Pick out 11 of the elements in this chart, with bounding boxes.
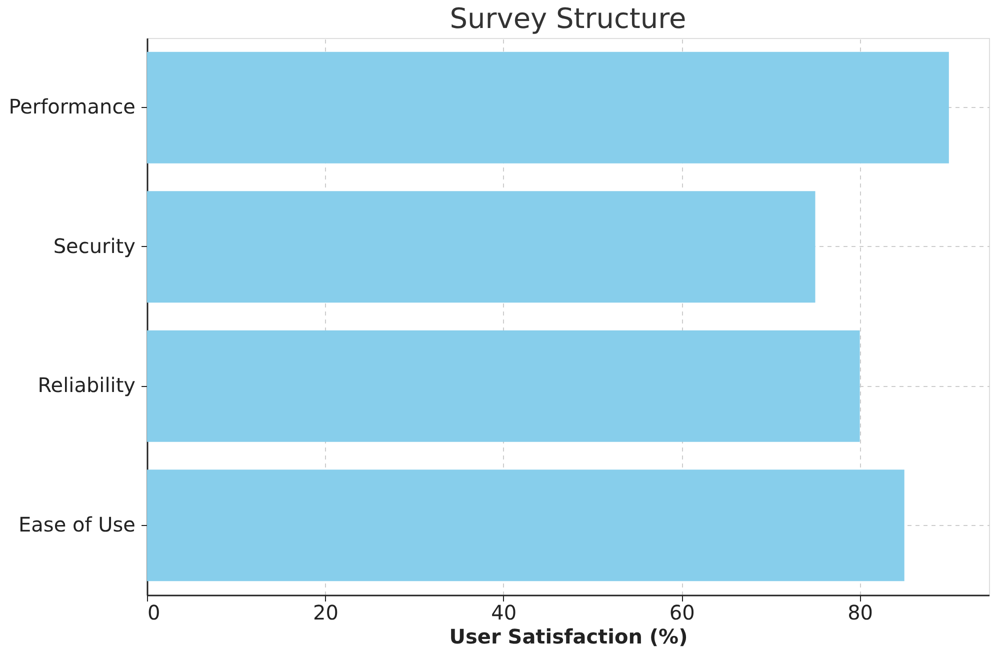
x-tick-label: 20 <box>312 600 338 624</box>
y-tick-label: Reliability <box>38 373 136 398</box>
x-tick-label: 80 <box>848 600 874 624</box>
y-tick-label: Performance <box>8 94 136 119</box>
chart-title: Survey Structure <box>450 2 686 35</box>
x-tick-label: 0 <box>148 600 160 624</box>
y-tick-label: Ease of Use <box>18 512 136 536</box>
x-axis-title: User Satisfaction (%) <box>449 624 688 648</box>
y-tick-label: Security <box>53 234 136 258</box>
x-tick-label: 40 <box>491 600 517 624</box>
x-tick-label: 60 <box>669 600 695 624</box>
